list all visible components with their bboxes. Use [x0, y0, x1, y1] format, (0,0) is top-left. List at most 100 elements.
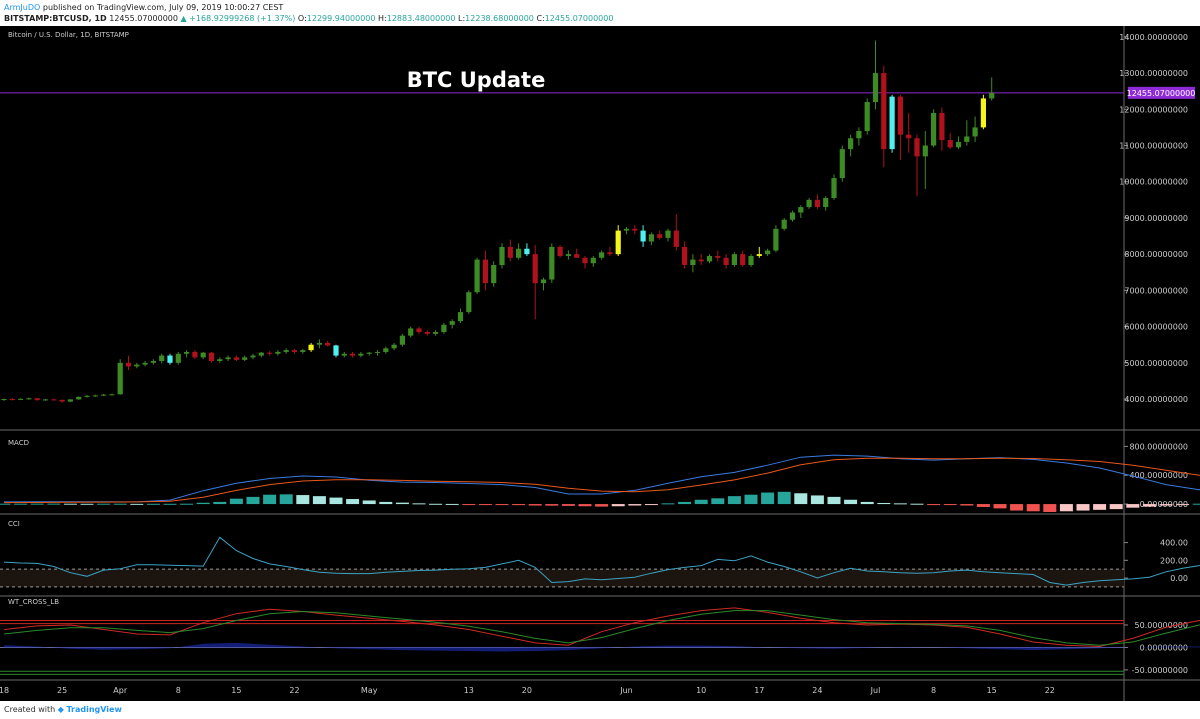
close-label: C:: [536, 14, 545, 23]
macd-histogram-bar: [130, 503, 144, 505]
macd-histogram-bar: [97, 503, 111, 505]
macd-histogram-bar: [47, 503, 61, 505]
candle-body: [208, 352, 215, 361]
y-tick-label: 10000.00000000: [1119, 178, 1188, 187]
candle-body: [59, 399, 65, 402]
x-tick-label: Apr: [113, 686, 128, 695]
y-tick-label: 6000.00000000: [1124, 323, 1188, 332]
macd-histogram-bar: [595, 504, 609, 507]
candle-body: [34, 398, 40, 401]
y-tick-label: 400.00000000: [1129, 471, 1188, 480]
candle-body: [823, 198, 829, 208]
y-tick-label: 11000.00000000: [1119, 142, 1188, 151]
candle-body: [615, 230, 621, 255]
candle-body: [773, 228, 779, 251]
candle-body: [557, 246, 563, 256]
candle-body: [723, 257, 729, 266]
macd-histogram-bar: [279, 494, 293, 505]
candle-body: [980, 98, 986, 128]
candle-body: [640, 230, 646, 242]
candle-body: [715, 255, 721, 258]
candle-body: [549, 246, 555, 280]
macd-histogram-bar: [14, 503, 28, 505]
low-value: 12238.68000000: [465, 14, 534, 23]
macd-histogram-bar: [229, 498, 243, 505]
macd-histogram-bar: [379, 501, 393, 505]
candle-body: [748, 255, 754, 266]
macd-histogram-bar: [611, 504, 625, 507]
price-badge-text: 12455.07000000: [1127, 89, 1196, 98]
macd-histogram-bar: [412, 503, 426, 505]
candle-body: [51, 399, 57, 401]
candle-body: [275, 351, 281, 354]
candle-body: [374, 351, 381, 353]
macd-histogram-bar: [180, 503, 194, 505]
tradingview-brand[interactable]: TradingView: [66, 705, 122, 714]
candle-body: [590, 257, 596, 264]
candle-body: [184, 351, 190, 354]
x-tick-label: 15: [231, 686, 241, 695]
macd-histogram-bar: [694, 499, 708, 505]
candle-body: [333, 345, 339, 356]
candle-body: [814, 199, 820, 208]
macd-histogram-bar: [362, 500, 376, 505]
macd-histogram-bar: [827, 496, 841, 505]
candle-body: [632, 228, 638, 231]
annotation-text: BTC Update: [407, 68, 546, 92]
author-link[interactable]: ArmJuDO: [4, 3, 41, 12]
candle-body: [582, 257, 588, 264]
chart-canvas[interactable]: 14000.00000000 13000.00000000 12000.000000…: [0, 26, 1200, 701]
candle-body: [134, 364, 140, 367]
y-tick-label: -50.00000000: [1132, 666, 1188, 675]
x-tick-label: 8: [931, 686, 936, 695]
macd-histogram-bar: [246, 496, 260, 505]
candle-body: [449, 321, 455, 325]
macd-histogram-bar: [794, 493, 808, 505]
macd-histogram-bar: [462, 504, 476, 506]
macd-histogram-bar: [296, 495, 310, 505]
candle-body: [931, 112, 937, 146]
candle-body: [922, 145, 928, 157]
macd-histogram-bar: [893, 503, 907, 505]
candle-body: [291, 350, 298, 352]
candle-body: [831, 178, 837, 199]
candle-body: [267, 352, 273, 354]
candle-body: [648, 234, 654, 242]
wt-area: [4, 642, 1200, 652]
y-tick-label: 0.00000000: [1140, 643, 1188, 652]
candle-body: [864, 102, 870, 132]
macd-histogram-bar: [628, 504, 642, 506]
candle-body: [914, 138, 920, 157]
macd-histogram-bar: [678, 501, 692, 505]
x-tick-label: 24: [812, 686, 822, 695]
x-tick-label: 22: [1045, 686, 1055, 695]
candle-body: [682, 246, 688, 266]
macd-histogram-bar: [395, 502, 409, 505]
wt1-line: [3, 607, 1200, 648]
candle-body: [424, 332, 430, 334]
candle-body: [507, 246, 513, 258]
candle-body: [574, 254, 580, 258]
candle-body: [225, 357, 231, 360]
macd-histogram-bar: [163, 503, 177, 505]
ohlc-line: BITSTAMP:BTCUSD, 1D 12455.07000000 ▲ +16…: [4, 14, 613, 23]
wt-pane-title: WT_CROSS_LB: [8, 598, 59, 606]
x-tick-label: 8: [176, 686, 181, 695]
y-tick-label: 200.00: [1160, 556, 1188, 565]
candle-body: [690, 259, 696, 266]
publish-header: ArmJuDO published on TradingView.com, Ju…: [0, 0, 1200, 26]
candle-body: [242, 357, 248, 360]
cci-pane-title: CCI: [8, 520, 20, 528]
candle-body: [897, 96, 903, 135]
candle-body: [607, 252, 613, 255]
candle-body: [92, 395, 98, 397]
candle-body: [939, 112, 945, 141]
candle-body: [457, 312, 464, 322]
candle-body: [740, 254, 746, 266]
candle-body: [42, 399, 49, 401]
macd-histogram-bar: [495, 504, 509, 506]
macd-histogram-bar: [711, 498, 725, 505]
macd-histogram-bar: [429, 503, 443, 505]
macd-histogram-bar: [844, 499, 858, 505]
macd-histogram-bar: [1142, 504, 1156, 507]
